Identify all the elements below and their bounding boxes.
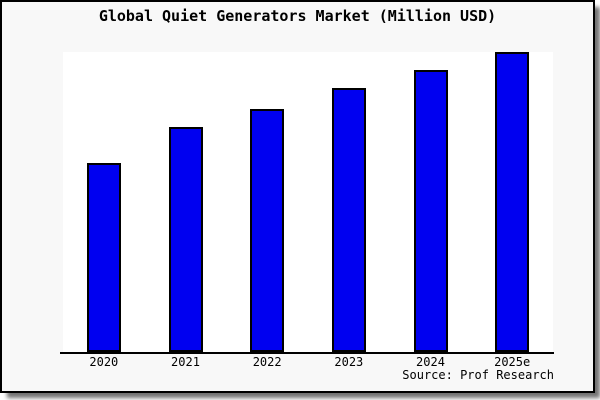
chart-title: Global Quiet Generators Market (Million … xyxy=(98,7,497,25)
chart-card: Global Quiet Generators Market (Million … xyxy=(0,0,595,393)
bar-2022 xyxy=(250,109,285,352)
x-axis-line xyxy=(60,352,554,354)
bar-2021 xyxy=(168,127,203,352)
bar-2024 xyxy=(413,70,448,352)
plot-area xyxy=(63,52,553,352)
x-tick-label: 2024 xyxy=(416,355,445,369)
bar-2025e xyxy=(495,52,530,352)
x-tick-label: 2020 xyxy=(89,355,119,369)
source-text: Source: Prof Research xyxy=(402,368,554,382)
x-tick-label: 2025e xyxy=(494,355,531,369)
bar-2023 xyxy=(331,88,366,352)
x-tick-label: 2022 xyxy=(252,355,282,369)
x-tick-label: 2021 xyxy=(171,355,200,369)
bar-2020 xyxy=(86,163,121,352)
x-tick-label: 2023 xyxy=(334,355,364,369)
